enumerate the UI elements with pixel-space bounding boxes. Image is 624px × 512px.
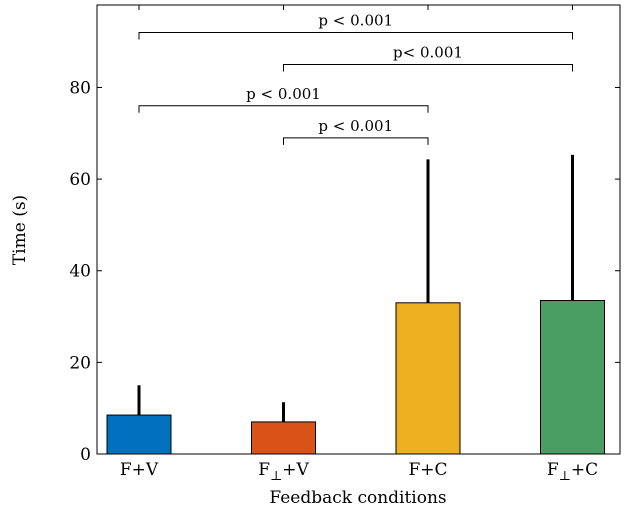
significance-bracket <box>283 64 573 72</box>
x-axis-title: Feedback conditions <box>269 488 446 508</box>
y-tick-label: 80 <box>69 78 91 98</box>
significance-label: p < 0.001 <box>318 11 393 29</box>
y-tick-label: 0 <box>80 445 91 465</box>
x-tick-label: F+V <box>120 460 159 480</box>
significance-bracket <box>283 137 429 145</box>
significance-bracket <box>138 105 429 113</box>
plot-frame <box>96 4 621 455</box>
x-tick-label: F⊥+V <box>258 460 309 484</box>
x-tick-label: F⊥+C <box>547 460 598 484</box>
y-tick-label: 20 <box>69 353 91 373</box>
bar <box>540 300 605 455</box>
y-tick-label: 60 <box>69 170 91 190</box>
error-bars <box>137 154 574 422</box>
significance-label: p < 0.001 <box>318 117 393 135</box>
x-axis-tick-labels: F+V F⊥+V F+C F⊥+C <box>120 460 598 484</box>
significance-label: p< 0.001 <box>393 44 463 62</box>
significance-bracket <box>138 31 573 40</box>
y-axis-title: Time (s) <box>10 195 30 265</box>
significance-label: p < 0.001 <box>246 85 321 103</box>
y-axis-ticks: 0 20 40 60 80 <box>69 5 620 465</box>
bar <box>251 421 316 455</box>
y-tick-label: 40 <box>69 262 91 282</box>
bars <box>106 300 605 455</box>
bar <box>395 302 461 455</box>
x-tick-label: F+C <box>408 460 447 480</box>
bar <box>106 414 172 455</box>
